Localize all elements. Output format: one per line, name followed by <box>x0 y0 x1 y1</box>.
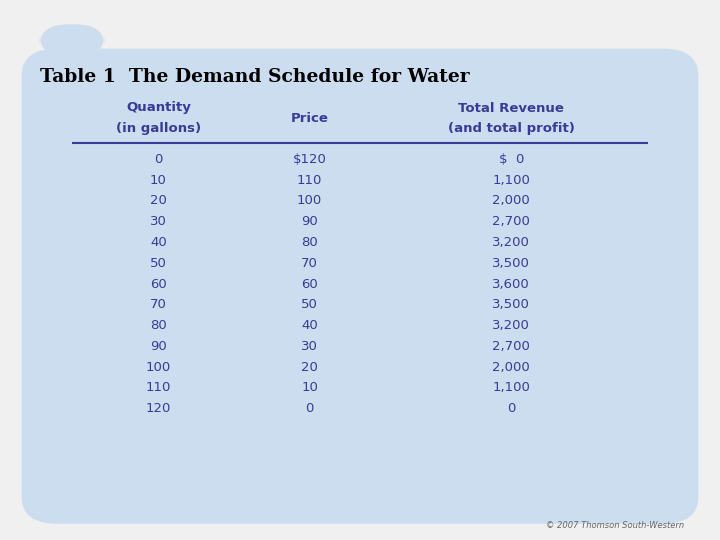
Text: 110: 110 <box>145 381 171 395</box>
Text: 20: 20 <box>301 361 318 374</box>
Text: 110: 110 <box>297 173 323 187</box>
Text: 90: 90 <box>150 340 167 353</box>
Text: $120: $120 <box>292 153 327 166</box>
Text: 50: 50 <box>301 298 318 312</box>
Text: (in gallons): (in gallons) <box>116 122 201 135</box>
Text: Price: Price <box>291 112 328 125</box>
Text: 3,500: 3,500 <box>492 256 530 270</box>
Text: 3,200: 3,200 <box>492 236 530 249</box>
Text: 2,000: 2,000 <box>492 194 530 207</box>
Text: 30: 30 <box>301 340 318 353</box>
Text: 3,500: 3,500 <box>492 298 530 312</box>
Text: 10: 10 <box>301 381 318 395</box>
Text: 100: 100 <box>297 194 323 207</box>
Text: $  0: $ 0 <box>498 153 524 166</box>
Text: 80: 80 <box>301 236 318 249</box>
Text: 2,700: 2,700 <box>492 215 530 228</box>
Text: Table 1  The Demand Schedule for Water: Table 1 The Demand Schedule for Water <box>40 68 469 85</box>
Text: 40: 40 <box>301 319 318 332</box>
Text: 70: 70 <box>301 256 318 270</box>
Text: 120: 120 <box>145 402 171 415</box>
Text: 0: 0 <box>154 153 163 166</box>
Text: 70: 70 <box>150 298 167 312</box>
Text: (and total profit): (and total profit) <box>448 122 575 135</box>
Text: 30: 30 <box>150 215 167 228</box>
Text: © 2007 Thomson South-Western: © 2007 Thomson South-Western <box>546 521 684 530</box>
Text: 1,100: 1,100 <box>492 381 530 395</box>
Text: 100: 100 <box>145 361 171 374</box>
Text: 80: 80 <box>150 319 167 332</box>
Text: 40: 40 <box>150 236 167 249</box>
Text: 90: 90 <box>301 215 318 228</box>
Text: 3,600: 3,600 <box>492 278 530 291</box>
Text: 50: 50 <box>150 256 167 270</box>
Text: 60: 60 <box>150 278 167 291</box>
Text: 20: 20 <box>150 194 167 207</box>
Text: 3,200: 3,200 <box>492 319 530 332</box>
Text: 10: 10 <box>150 173 167 187</box>
Text: 2,700: 2,700 <box>492 340 530 353</box>
Text: 60: 60 <box>301 278 318 291</box>
Text: 2,000: 2,000 <box>492 361 530 374</box>
Text: 1,100: 1,100 <box>492 173 530 187</box>
Text: Total Revenue: Total Revenue <box>458 102 564 114</box>
Text: Quantity: Quantity <box>126 102 191 114</box>
Text: 0: 0 <box>305 402 314 415</box>
Text: 0: 0 <box>507 402 516 415</box>
